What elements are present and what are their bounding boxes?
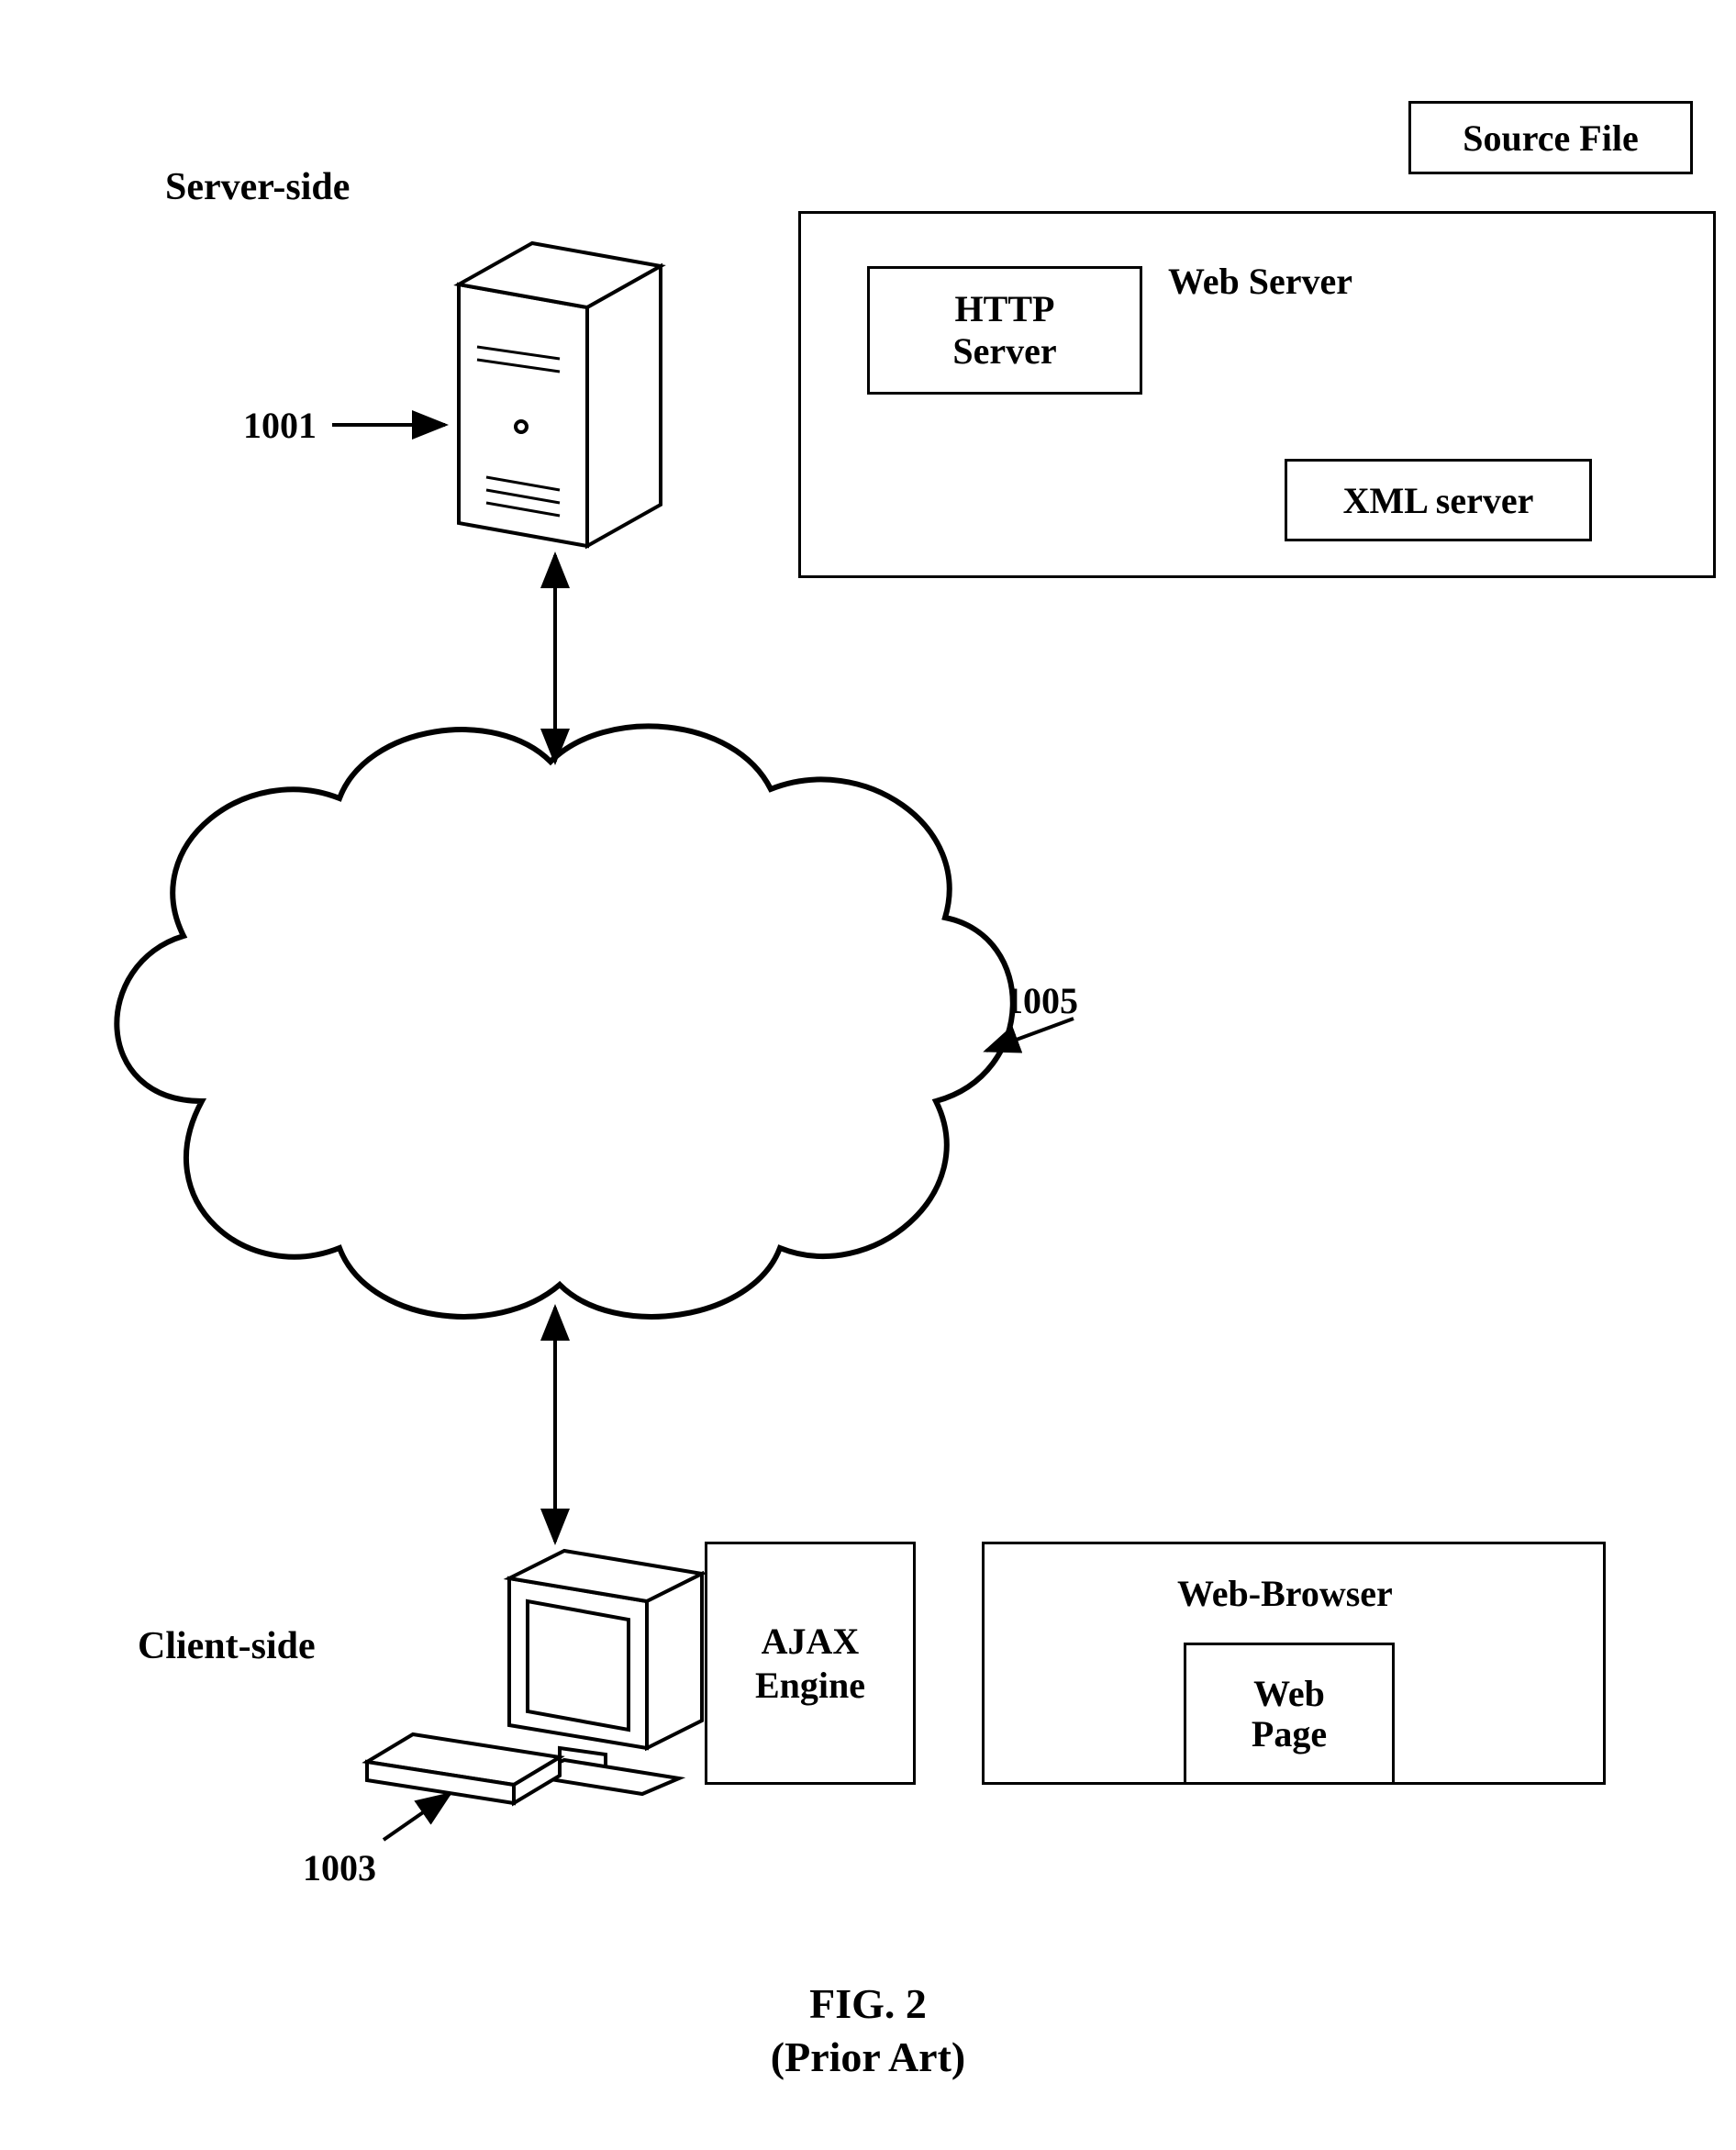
svg-layer [0, 0, 1736, 2150]
client-computer-icon [367, 1551, 702, 1803]
diagram-container: Server-side Client-side 1001 1003 1005 S… [0, 0, 1736, 2150]
cloud-icon [117, 726, 1012, 1316]
arrow-ref-1003 [384, 1794, 450, 1840]
server-icon [459, 243, 661, 546]
